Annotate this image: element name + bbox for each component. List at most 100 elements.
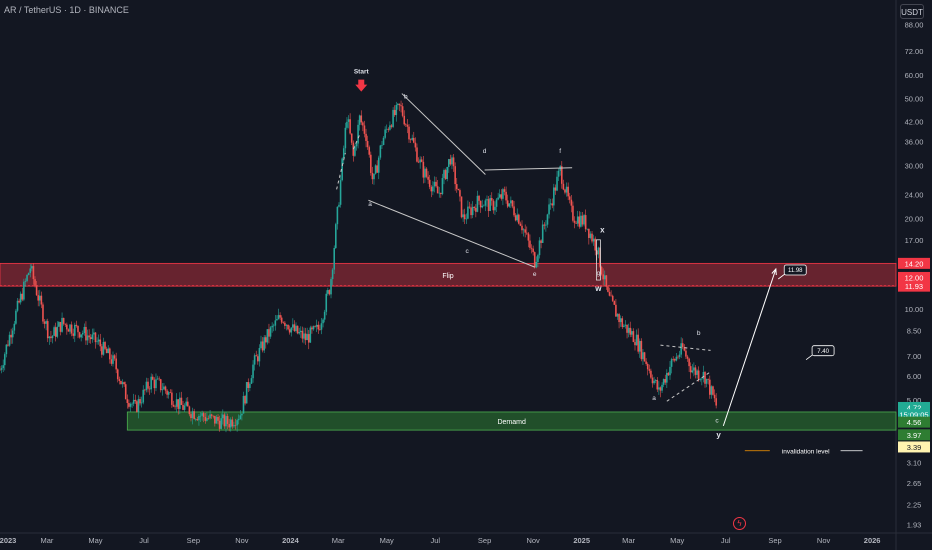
candle-body [677,356,679,358]
candle-body [592,238,595,242]
candle-body [250,378,253,384]
start-arrow-icon [355,79,368,92]
wave-label-x: x [600,225,605,234]
candle-body [69,324,71,332]
candle-body [245,382,248,404]
candle-body [374,165,377,174]
candle-body [519,223,522,226]
candle-body [349,119,351,134]
candle-body [478,195,480,201]
wave-label-b: b [404,94,408,101]
candle-body [403,115,406,125]
price-tick-label: 24.00 [905,191,924,200]
candle-body [131,403,133,405]
time-tick-label: 2023 [0,536,16,545]
candle-body [397,103,399,105]
candle-body [651,377,654,384]
candle-body [533,252,536,268]
candle-body [460,196,463,218]
candle-body [314,326,316,327]
candle-body [67,329,70,332]
candle-body [712,386,714,395]
candle-body [575,222,577,224]
candle-body [29,268,32,274]
target-callout-label: 7.40 [817,349,829,355]
candle-body [596,250,598,255]
candle-body [713,394,716,399]
candle-body [468,206,471,208]
price-tick-label: 7.00 [907,352,922,361]
candle-body [532,248,534,253]
candle-body [416,147,418,162]
candle-body [13,323,16,331]
candle-body [443,170,445,178]
candle-body [11,330,14,338]
candle-body [605,275,608,287]
candle-body [506,200,509,207]
candle-body [151,376,154,380]
candle-body [683,347,686,351]
candle-body [476,195,479,212]
candle-body [608,291,611,296]
candle-body [27,273,30,276]
flip-zone [0,262,897,287]
candle-body [479,200,482,208]
candle-body [371,172,374,180]
candle-body [433,181,436,187]
price-tick-label: 6.00 [907,372,922,381]
currency-unit-button[interactable]: USDT [900,4,924,19]
time-tick-label: 2024 [282,536,300,545]
price-tick-label: 2.25 [907,500,922,509]
candle-body [680,343,682,355]
candle-body [465,218,468,220]
candle-body [46,321,49,339]
candle-body [207,418,210,419]
candle-body [177,399,180,409]
candle-body [51,335,54,339]
candle-body [180,397,183,405]
candle-body [417,161,420,163]
time-tick-label: Nov [526,536,540,545]
candle-body [452,157,455,167]
candle-body [94,332,97,343]
candle-body [537,255,539,262]
candle-body [159,379,162,391]
candle-body [363,125,366,134]
candle-body [467,206,469,219]
candle-body [282,322,285,324]
price-badge-label: 12.00 [905,273,924,282]
candle-body [508,203,511,207]
candle-body [576,216,579,224]
candle-body [387,128,390,130]
events-icon[interactable]: ϟ [733,517,746,530]
candle-body [619,318,622,323]
candle-body [253,355,256,365]
candle-body [529,240,531,248]
candle-body [338,204,340,207]
candle-body [440,192,442,195]
candle-body [148,388,151,390]
candle-body [0,368,3,370]
candle-body [640,340,643,360]
candle-body [188,406,191,415]
candle-body [565,186,568,193]
candle-body [376,165,378,173]
wave-label-Start: Start [354,69,370,76]
target-callout-box [811,345,835,357]
candle-body [274,320,277,326]
candle-body [179,397,181,409]
candle-body [320,323,323,330]
price-tick-label: 5.00 [907,396,922,405]
candle-body [0,369,1,371]
candle-body [384,129,386,138]
candle-body [172,404,175,407]
candle-body [163,386,165,390]
candle-body [18,300,20,303]
time-tick-label: Mar [622,536,635,545]
candle-body [673,359,676,361]
candle-body [115,358,117,370]
candle-body [48,336,51,339]
time-tick-label: Jul [721,536,731,545]
candle-body [656,379,659,390]
